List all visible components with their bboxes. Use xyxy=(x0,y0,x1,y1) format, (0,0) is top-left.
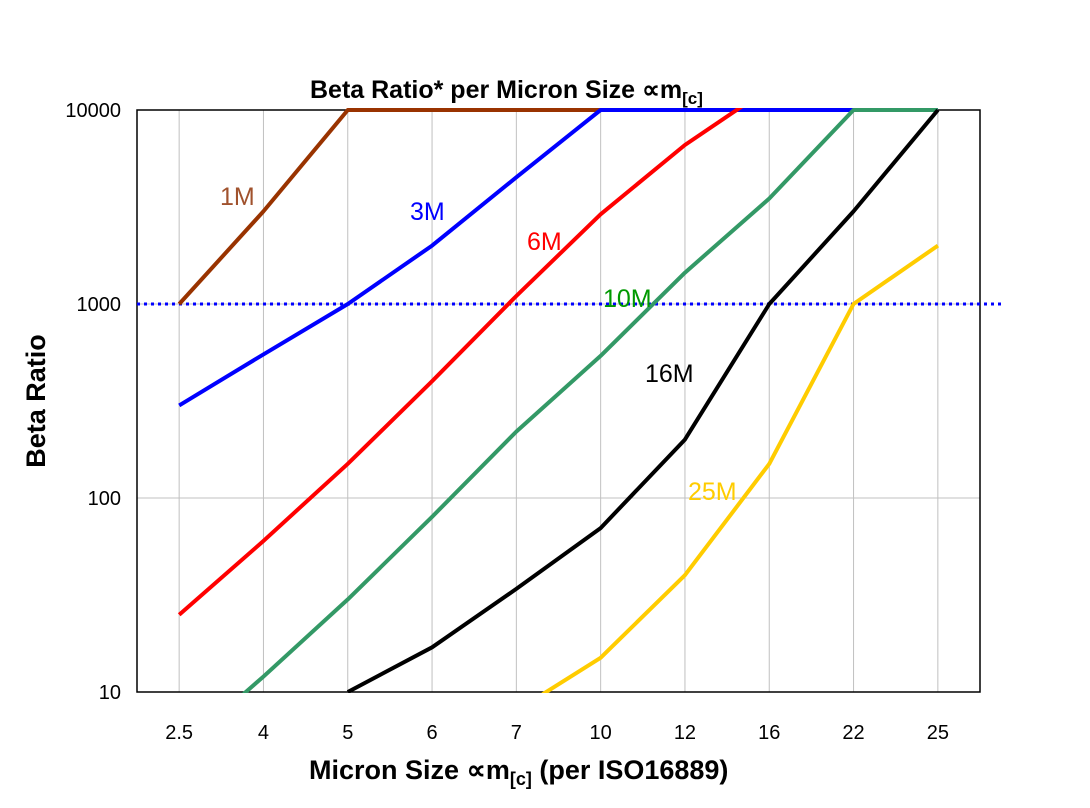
series-lines xyxy=(177,108,940,693)
series-line-25M xyxy=(540,243,940,693)
series-line-16M xyxy=(346,108,940,693)
series-labels: 1M 3M 6M 10M 16M 25M xyxy=(220,183,737,506)
x-tick-label: 25 xyxy=(927,722,949,744)
x-tick-label: 12 xyxy=(674,722,696,744)
x-tick-label: 22 xyxy=(842,722,864,744)
x-tick-label: 6 xyxy=(426,722,437,744)
series-label-1M: 1M xyxy=(220,183,255,211)
y-tick-label: 1000 xyxy=(77,294,122,316)
x-tick-label: 5 xyxy=(342,722,353,744)
series-label-3M: 3M xyxy=(410,198,445,226)
x-tick-label: 2.5 xyxy=(165,722,193,744)
series-line-6M xyxy=(177,108,744,617)
series-line-10M xyxy=(241,108,938,693)
x-tick-label: 16 xyxy=(758,722,780,744)
y-tick-label: 10 xyxy=(99,682,121,704)
x-axis-label: Micron Size ∝m[c] (per ISO16889) xyxy=(309,755,728,789)
series-line-3M xyxy=(178,108,938,408)
x-tick-label: 4 xyxy=(258,722,269,744)
y-axis-label: Beta Ratio xyxy=(21,334,51,468)
y-tick-labels: 10000 1000 100 10 xyxy=(65,100,121,704)
y-tick-label: 10000 xyxy=(65,100,121,122)
series-label-10M: 10M xyxy=(603,285,652,313)
x-tick-label: 7 xyxy=(511,722,522,744)
x-tick-label: 10 xyxy=(590,722,612,744)
chart-title: Beta Ratio* per Micron Size ∝m[c] xyxy=(310,76,703,108)
x-tick-labels: 2.5 4 5 6 7 10 12 16 22 25 xyxy=(165,722,949,744)
y-tick-label: 100 xyxy=(88,488,121,510)
series-label-6M: 6M xyxy=(527,228,562,256)
grid-lines xyxy=(137,109,980,693)
series-label-25M: 25M xyxy=(688,478,737,506)
series-label-16M: 16M xyxy=(645,360,694,388)
